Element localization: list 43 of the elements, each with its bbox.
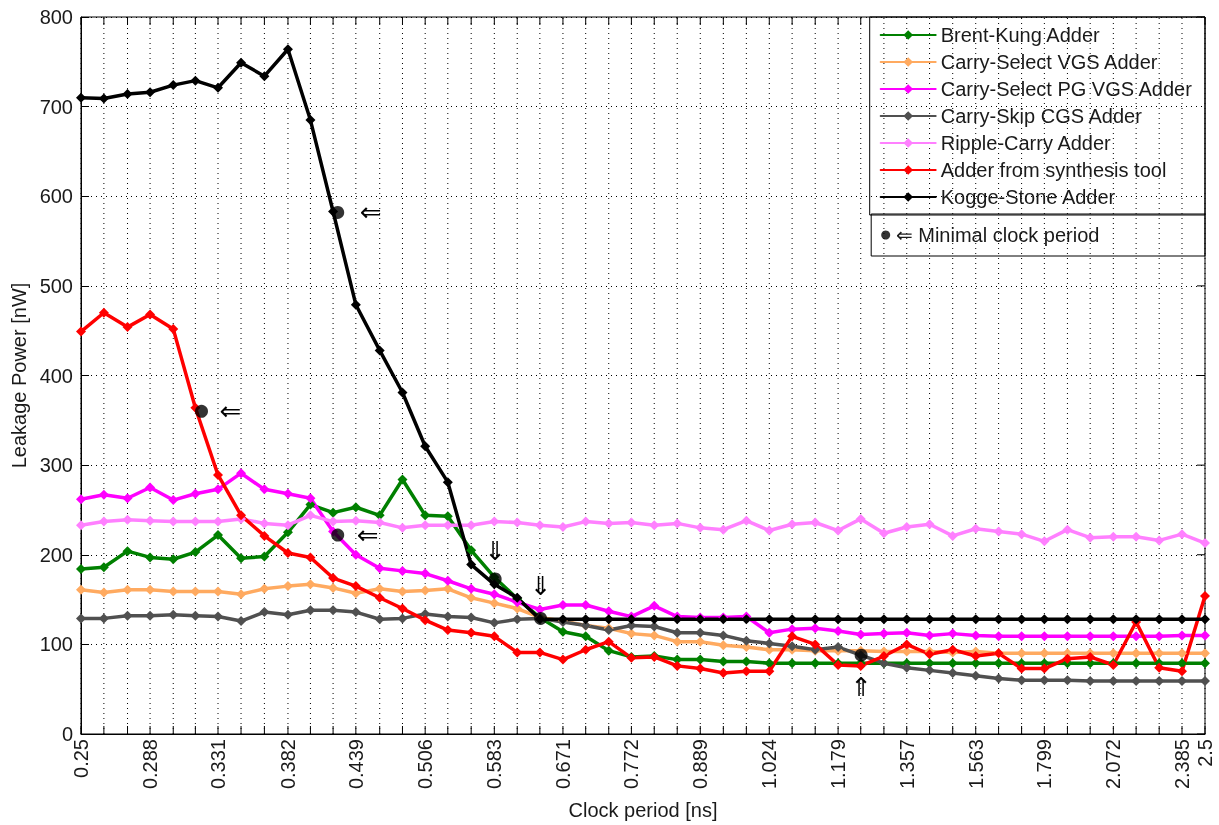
y-axis-title: Leakage Power [nW] — [7, 282, 30, 469]
y-tick-label: 500 — [39, 274, 73, 297]
x-axis-title: Clock period [ns] — [568, 799, 718, 821]
x-tick-label: 0.288 — [139, 739, 162, 790]
legend-label: Adder from synthesis tool — [940, 159, 1167, 181]
legend-label: Kogge-Stone Adder — [940, 186, 1116, 208]
x-tick-label: 0.331 — [207, 739, 229, 790]
annotation: ⇑ — [850, 672, 873, 703]
annotation: ⇐ — [219, 396, 242, 427]
x-tick-label: 1.357 — [895, 739, 918, 790]
legend-label: Carry-Select VGS Adder — [940, 51, 1158, 73]
x-tick-label: 0.583 — [483, 739, 506, 790]
legend-label: Ripple-Carry Adder — [940, 132, 1112, 154]
x-tick-label: 1.799 — [1033, 739, 1056, 790]
y-tick-label: 800 — [39, 6, 73, 28]
legend-label: Carry-Select PG VGS Adder — [940, 78, 1193, 100]
legend-label: Carry-Skip CGS Adder — [940, 105, 1143, 127]
y-tick-label: 400 — [39, 364, 73, 387]
legend-label: Brent-Kung Adder — [940, 24, 1101, 46]
x-tick-label: 1.024 — [758, 739, 781, 790]
y-tick-label: 200 — [39, 543, 73, 566]
annotation: ⇓ — [484, 535, 507, 566]
x-tick-label: 0.506 — [414, 739, 437, 790]
x-tick-label: 2.5 — [1194, 739, 1216, 767]
x-tick-label: 1.563 — [964, 739, 987, 790]
y-tick-label: 300 — [39, 454, 73, 477]
x-tick-label: 1.179 — [827, 739, 850, 790]
x-tick-label: 0.382 — [276, 739, 299, 790]
y-tick-label: 700 — [39, 95, 73, 118]
annotation: ⇐ — [356, 520, 379, 551]
y-tick-label: 600 — [39, 185, 73, 208]
x-tick-label: 2.072 — [1102, 739, 1125, 790]
x-tick-label: 2.385 — [1171, 739, 1194, 790]
y-tick-label: 0 — [61, 723, 73, 745]
legend-label: ⇐ Minimal clock period — [895, 224, 1100, 246]
annotation: ⇐ — [359, 197, 382, 228]
x-tick-label: 0.889 — [689, 739, 712, 790]
y-tick-label: 100 — [39, 633, 73, 656]
annotation: ⇓ — [529, 571, 552, 602]
x-tick-label: 0.772 — [620, 739, 643, 790]
x-tick-label: 0.439 — [344, 739, 367, 790]
x-tick-label: 0.671 — [551, 739, 574, 790]
x-tick-label: 0.25 — [70, 739, 92, 778]
